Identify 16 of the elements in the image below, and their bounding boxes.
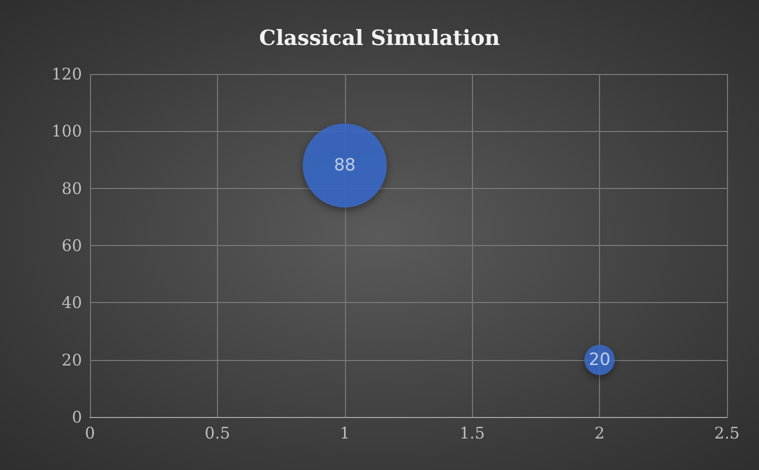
x-tick-label: 1 [340, 424, 350, 442]
y-tick-label: 120 [51, 64, 82, 84]
y-tick-label: 20 [62, 350, 82, 370]
y-tick-label: 60 [62, 236, 82, 255]
y-tick-label: 80 [62, 178, 82, 198]
y-tick-label: 100 [51, 122, 82, 141]
x-tick-label: 2.5 [714, 424, 740, 442]
x-tick-label: 0.5 [204, 424, 230, 442]
x-tick-label: 0 [84, 424, 96, 442]
y-tick-label: 0 [72, 408, 82, 426]
x-tick-label: 1.5 [459, 424, 485, 442]
data-label: 88 [334, 155, 356, 176]
chart-title: Classical Simulation [259, 25, 500, 50]
data-label: 20 [588, 350, 610, 370]
y-tick-label: 40 [62, 293, 82, 312]
x-tick-label: 2 [594, 424, 605, 442]
